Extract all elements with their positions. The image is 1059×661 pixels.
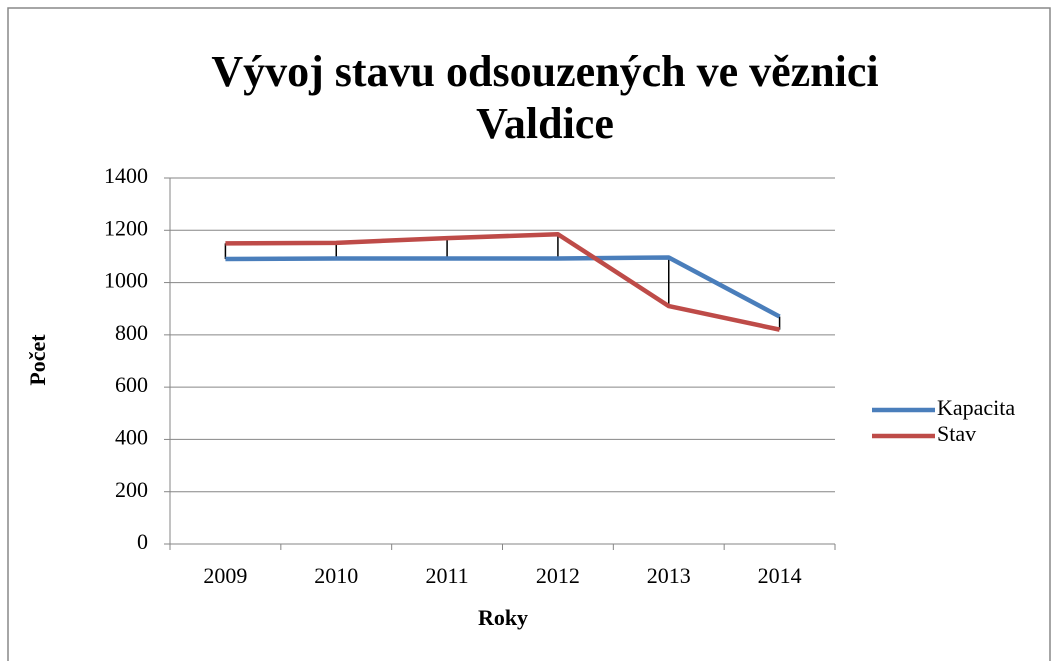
y-tick-label: 200 <box>115 477 148 502</box>
series-line <box>225 231 781 332</box>
x-axis-label: Roky <box>478 605 528 630</box>
y-axis-label: Počet <box>25 334 50 386</box>
series-line <box>225 255 781 319</box>
x-tick-label: 2010 <box>314 563 358 588</box>
chart-title: Valdice <box>476 99 614 148</box>
x-tick-label: 2012 <box>536 563 580 588</box>
y-tick-label: 1400 <box>104 163 148 188</box>
x-tick-label: 2009 <box>203 563 247 588</box>
y-tick-label: 600 <box>115 372 148 397</box>
x-tick-label: 2014 <box>758 563 802 588</box>
y-tick-label: 800 <box>115 320 148 345</box>
x-tick-label: 2013 <box>647 563 691 588</box>
y-tick-label: 0 <box>137 529 148 554</box>
y-tick-label: 1000 <box>104 268 148 293</box>
legend-label: Kapacita <box>937 395 1015 420</box>
chart-title: Vývoj stavu odsouzených ve věznici <box>211 47 878 96</box>
y-tick-label: 400 <box>115 424 148 449</box>
y-tick-label: 1200 <box>104 215 148 240</box>
legend-label: Stav <box>937 421 976 446</box>
x-tick-label: 2011 <box>425 563 468 588</box>
